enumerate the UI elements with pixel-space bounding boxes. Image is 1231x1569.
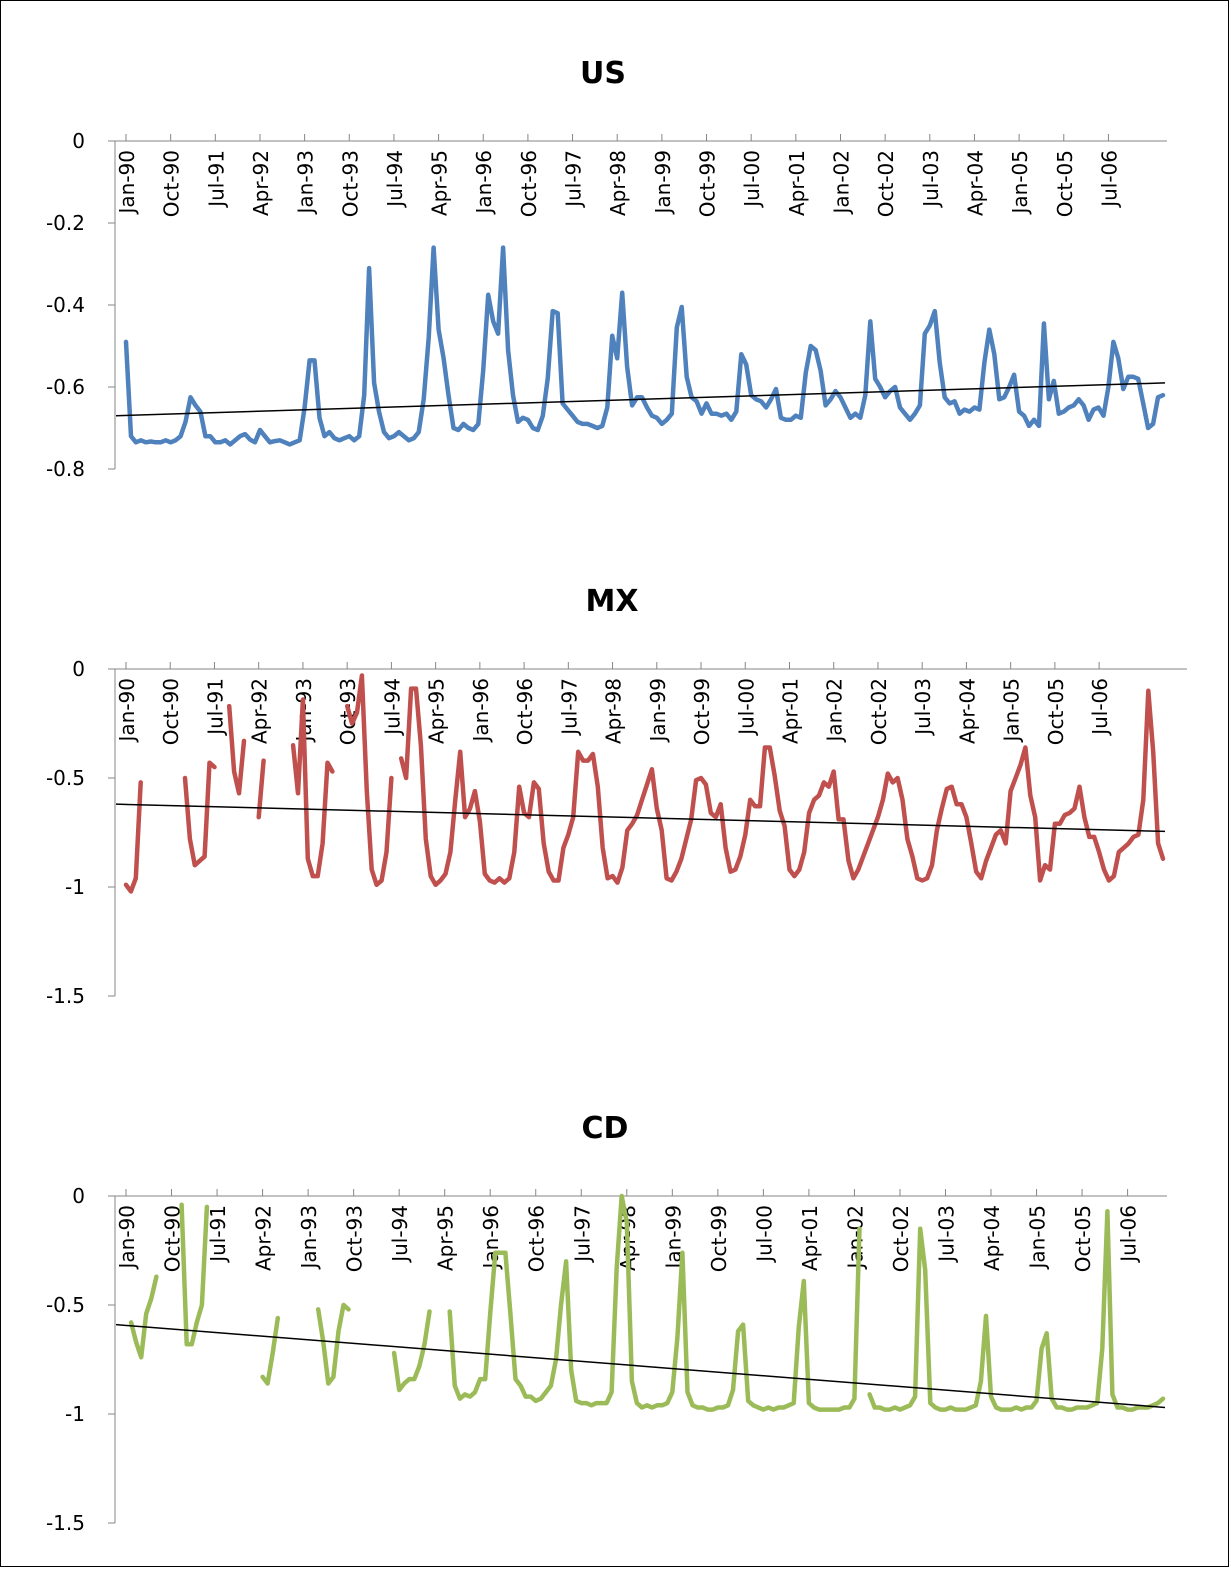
x-tick-label: Jul-03 bbox=[934, 1205, 958, 1264]
chart-mx: MX 0 -0.5 -1 -1.5 Jan-90 Oct-90 Jul-91 Apr-92 Ja… bbox=[46, 584, 1187, 1008]
x-tick-label: Oct-05 bbox=[1053, 150, 1077, 217]
x-tick-label: Oct-96 bbox=[513, 678, 537, 745]
x-tick-label: Jan-93 bbox=[294, 150, 318, 216]
x-tick-label: Jul-91 bbox=[203, 678, 227, 737]
chart-title-mx: MX bbox=[586, 584, 639, 619]
trendline-cd bbox=[115, 1323, 1166, 1409]
x-tick-label: Oct-99 bbox=[690, 678, 714, 745]
series-line-mx bbox=[123, 673, 1166, 894]
x-tick-label: Oct-02 bbox=[874, 150, 898, 217]
x-tick-label: Jan-90 bbox=[115, 1205, 139, 1271]
y-tick-label: -0.5 bbox=[46, 766, 85, 790]
x-tick-label: Oct-93 bbox=[343, 1205, 367, 1272]
chart-title-cd: CD bbox=[582, 1111, 629, 1146]
x-tick-label: Jan-05 bbox=[1026, 1205, 1050, 1271]
y-tick-label: -0.5 bbox=[46, 1293, 85, 1317]
x-tick-label: Oct-02 bbox=[889, 1205, 913, 1272]
x-tick-label: Jul-97 bbox=[557, 678, 581, 737]
y-tick-label: -1 bbox=[65, 875, 85, 899]
y-tick-label: 0 bbox=[72, 129, 85, 153]
x-tick-label: Oct-90 bbox=[160, 150, 184, 217]
x-tick-label: Jul-91 bbox=[206, 1205, 230, 1264]
x-tick-label: Apr-95 bbox=[428, 150, 452, 216]
x-tick-label: Apr-92 bbox=[252, 1205, 276, 1271]
x-tick-label: Jul-06 bbox=[1097, 150, 1121, 209]
chart-title-us: US bbox=[580, 56, 626, 91]
trendline-mx bbox=[115, 803, 1166, 833]
x-tick-label: Apr-01 bbox=[798, 1205, 822, 1271]
series-line-cd bbox=[128, 1193, 1166, 1412]
y-tick-label: -1 bbox=[65, 1402, 85, 1426]
y-tick-label: -0.6 bbox=[46, 375, 85, 399]
y-tick-label: -0.8 bbox=[46, 457, 85, 481]
x-tick-label: Oct-02 bbox=[867, 678, 891, 745]
x-tick-label: Apr-98 bbox=[606, 150, 630, 216]
y-tick-label: 0 bbox=[72, 1184, 85, 1208]
x-tick-label: Jul-91 bbox=[204, 150, 228, 209]
x-tick-label: Jul-97 bbox=[570, 1205, 594, 1264]
x-tick-label: Jan-05 bbox=[1000, 678, 1024, 744]
x-tick-label: Apr-04 bbox=[963, 150, 987, 216]
y-tick-label: -1.5 bbox=[46, 1511, 85, 1535]
x-tick-label: Oct-93 bbox=[338, 150, 362, 217]
x-tick-label: Apr-95 bbox=[425, 678, 449, 744]
y-tick-label: -1.5 bbox=[46, 984, 85, 1008]
x-tick-label: Jul-94 bbox=[383, 150, 407, 209]
x-tick-label: Jan-90 bbox=[115, 150, 139, 216]
y-tick-label: -0.2 bbox=[46, 211, 85, 235]
x-tick-label: Jul-00 bbox=[734, 678, 758, 737]
x-tick-label: Apr-04 bbox=[955, 678, 979, 744]
x-tick-label: Jan-02 bbox=[843, 1205, 867, 1271]
x-tick-label: Jul-06 bbox=[1088, 678, 1112, 737]
x-tick-label: Jan-90 bbox=[115, 678, 139, 744]
x-tick-label: Jul-97 bbox=[562, 150, 586, 209]
x-tick-label: Jan-96 bbox=[479, 1205, 503, 1271]
y-tick-label: 0 bbox=[72, 657, 85, 681]
x-tick-label: Jul-94 bbox=[388, 1205, 412, 1264]
x-tick-label: Oct-96 bbox=[517, 150, 541, 217]
x-tick-label: Oct-99 bbox=[707, 1205, 731, 1272]
x-tick-label: Apr-92 bbox=[249, 150, 273, 216]
x-tick-label: Jul-03 bbox=[911, 678, 935, 737]
x-tick-label: Apr-01 bbox=[785, 150, 809, 216]
x-tick-label: Jul-00 bbox=[752, 1205, 776, 1264]
x-tick-label: Jul-03 bbox=[919, 150, 943, 209]
x-tick-label: Jan-02 bbox=[829, 150, 853, 216]
x-tick-label: Jan-96 bbox=[472, 150, 496, 216]
x-tick-label: Jul-06 bbox=[1117, 1205, 1141, 1264]
x-tick-label: Jan-93 bbox=[297, 1205, 321, 1271]
x-tick-label: Jul-94 bbox=[380, 678, 404, 737]
x-tick-label: Oct-05 bbox=[1044, 678, 1068, 745]
x-tick-label: Jan-05 bbox=[1008, 150, 1032, 216]
x-tick-label: Oct-96 bbox=[525, 1205, 549, 1272]
x-tick-label: Jul-00 bbox=[740, 150, 764, 209]
x-tick-label: Apr-01 bbox=[778, 678, 802, 744]
x-tick-label: Apr-98 bbox=[602, 678, 626, 744]
x-tick-label: Oct-90 bbox=[159, 678, 183, 745]
series-line-us bbox=[123, 245, 1166, 447]
chart-us: US 0 -0.2 -0.4 -0.6 -0.8 Jan-90 Oct-90 Jul-91 Ap… bbox=[46, 56, 1167, 481]
x-tick-label: Jan-99 bbox=[651, 150, 675, 216]
y-tick-label: -0.4 bbox=[46, 293, 85, 317]
x-tick-label: Apr-04 bbox=[980, 1205, 1004, 1271]
x-tick-label: Apr-92 bbox=[248, 678, 272, 744]
x-tick-label: Apr-95 bbox=[434, 1205, 458, 1271]
x-tick-label: Oct-05 bbox=[1071, 1205, 1095, 1272]
x-tick-label: Jan-96 bbox=[469, 678, 493, 744]
x-tick-label: Oct-99 bbox=[696, 150, 720, 217]
x-tick-label: Jan-02 bbox=[823, 678, 847, 744]
x-tick-label: Jan-99 bbox=[646, 678, 670, 744]
trendline-us bbox=[115, 382, 1166, 417]
